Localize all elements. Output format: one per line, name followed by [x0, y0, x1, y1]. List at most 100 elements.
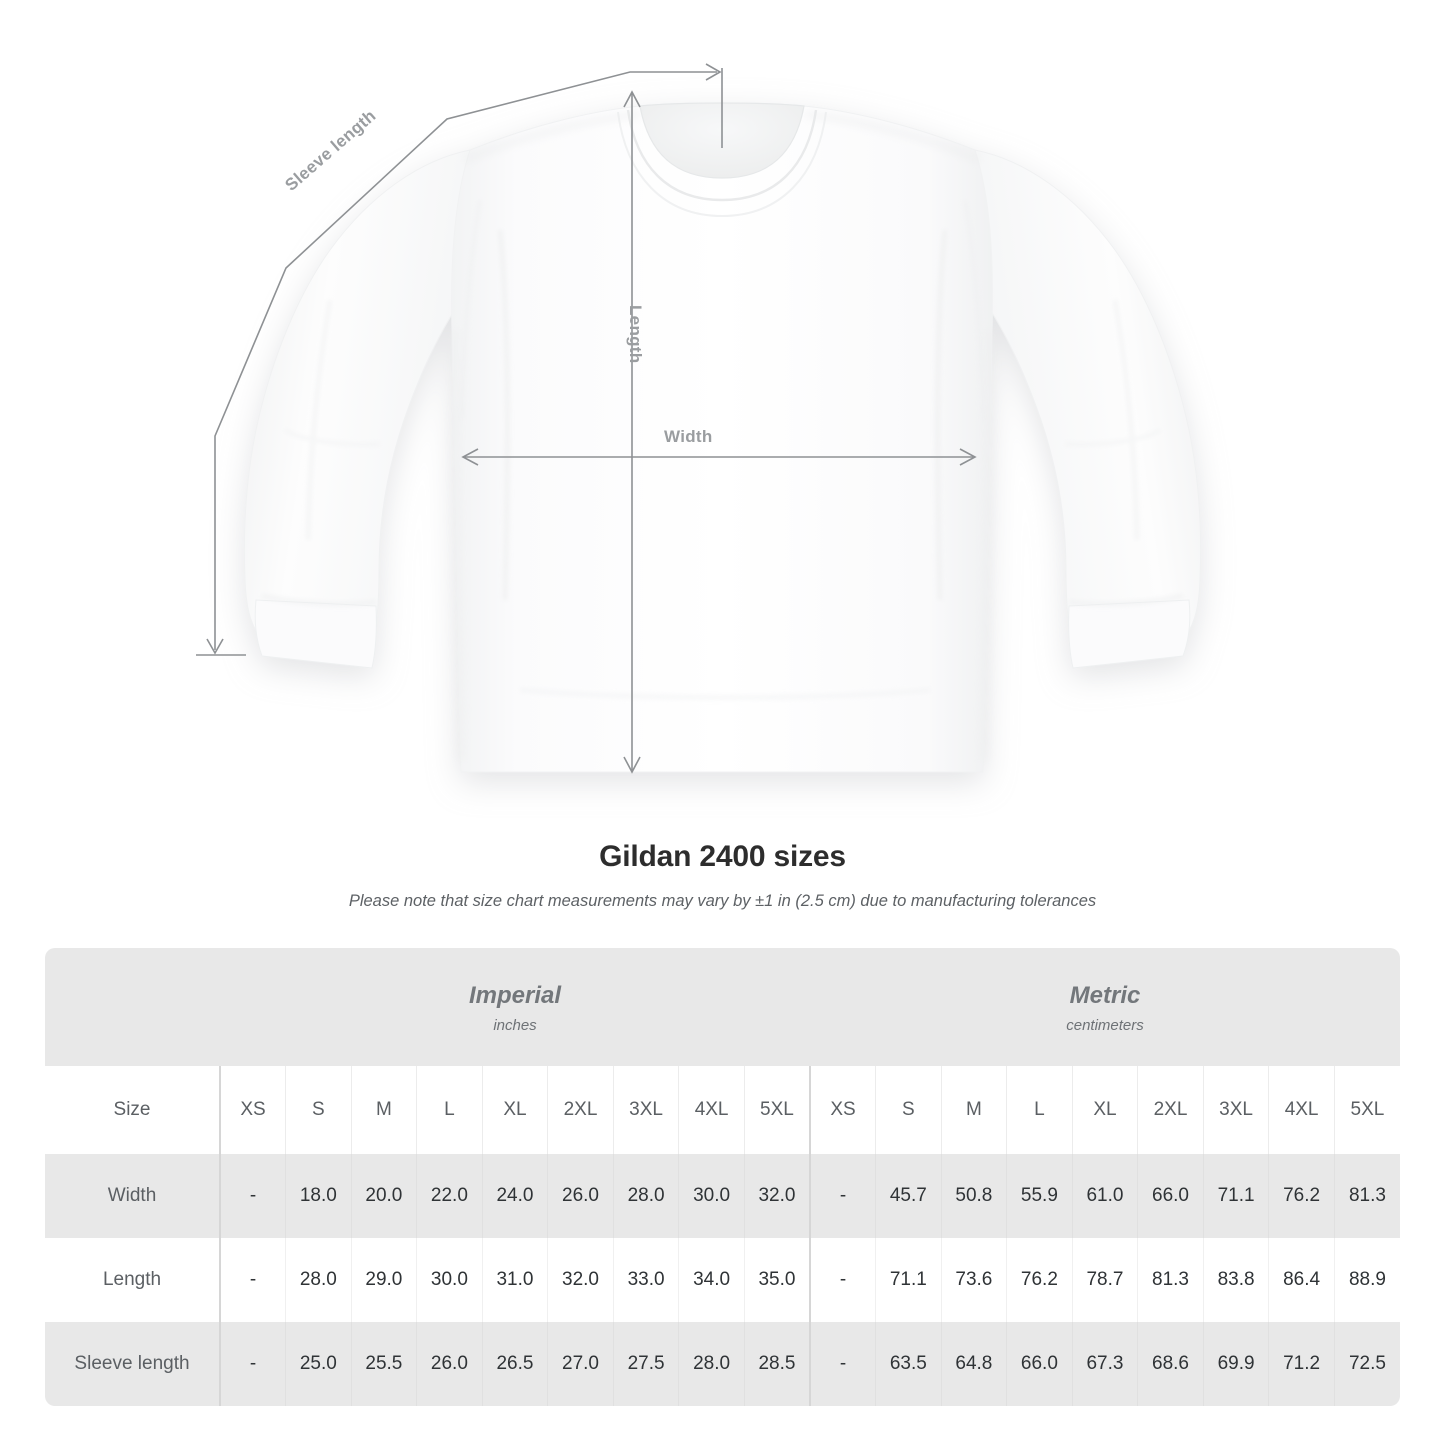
cell-value: - [810, 1238, 877, 1322]
cell-value: - [810, 1322, 877, 1406]
unit-group-name: Imperial [468, 981, 562, 1009]
table-row: Sleeve length -25.0 25.5 26.0 26.5 27.0 27.5 28… [45, 1322, 1400, 1406]
row-header-sleeve-length: Sleeve length [45, 1322, 221, 1406]
cell-value: 20.0 [351, 1154, 418, 1238]
size-header-metric-5xl: 5XL [1334, 1066, 1400, 1154]
cell-value: 25.0 [285, 1322, 352, 1406]
cell-value: 81.3 [1137, 1238, 1204, 1322]
unit-banner-row: Imperial inches Metric centimeters [45, 948, 1400, 1066]
cell-value: 76.2 [1268, 1154, 1335, 1238]
cell-value: - [220, 1238, 287, 1322]
cell-value: 26.0 [547, 1154, 614, 1238]
cell-value: 71.1 [875, 1238, 942, 1322]
width-label: Width [664, 427, 713, 446]
size-header-metric-4xl: 4XL [1268, 1066, 1335, 1154]
unit-group-sub: centimeters [1066, 1016, 1144, 1034]
cell-value: 71.1 [1203, 1154, 1270, 1238]
size-header-metric-2xl: 2XL [1137, 1066, 1204, 1154]
garment-diagram: Sleeve length Length Width [196, 63, 1202, 774]
cell-value: 55.9 [1006, 1154, 1073, 1238]
unit-group-metric: Metric centimeters [810, 948, 1400, 1066]
cell-value: 26.5 [482, 1322, 549, 1406]
cell-value: - [220, 1154, 287, 1238]
cell-value: 18.0 [285, 1154, 352, 1238]
page-title: Gildan 2400 sizes [599, 840, 846, 873]
cell-value: 61.0 [1072, 1154, 1139, 1238]
cell-value: 72.5 [1334, 1322, 1400, 1406]
size-chart-table-wrapper: Imperial inches Metric centimeters Size XS S M L… [45, 948, 1400, 1406]
cell-value: 50.8 [941, 1154, 1008, 1238]
cell-value: - [810, 1154, 877, 1238]
cell-value: 78.7 [1072, 1238, 1139, 1322]
table-row: Width -18.0 20.0 22.0 24.0 26.0 28.0 30.0 32.0-4… [45, 1154, 1400, 1238]
cell-value: 28.0 [613, 1154, 680, 1238]
cell-value: 28.5 [744, 1322, 811, 1406]
length-arrow-head-top [623, 90, 641, 108]
measurement-lines [196, 63, 977, 774]
cell-value: 26.0 [416, 1322, 483, 1406]
cell-value: 86.4 [1268, 1238, 1335, 1322]
cell-value: 69.9 [1203, 1322, 1270, 1406]
size-column-header: Size [45, 1066, 221, 1154]
cell-value: 66.0 [1137, 1154, 1204, 1238]
cell-value: 27.5 [613, 1322, 680, 1406]
cell-value: 31.0 [482, 1238, 549, 1322]
size-header-imperial-xl: XL [482, 1066, 549, 1154]
width-arrow-head-left [461, 448, 479, 466]
cell-value: 45.7 [875, 1154, 942, 1238]
size-header-imperial-xs: XS [220, 1066, 287, 1154]
size-header-metric-l: L [1006, 1066, 1073, 1154]
size-header-imperial-m: M [351, 1066, 418, 1154]
size-header-imperial-3xl: 3XL [613, 1066, 680, 1154]
size-header-imperial-l: L [416, 1066, 483, 1154]
cell-value: 81.3 [1334, 1154, 1400, 1238]
cell-value: 66.0 [1006, 1322, 1073, 1406]
cell-value: 25.5 [351, 1322, 418, 1406]
size-header-metric-s: S [875, 1066, 942, 1154]
size-header-metric-xl: XL [1072, 1066, 1139, 1154]
unit-group-sub: inches [493, 1016, 537, 1034]
cell-value: 64.8 [941, 1322, 1008, 1406]
cell-value: 35.0 [744, 1238, 811, 1322]
sleeve-arrow-head-bottom [206, 638, 224, 655]
unit-group-name: Metric [1069, 981, 1141, 1009]
size-header-imperial-2xl: 2XL [547, 1066, 614, 1154]
size-header-imperial-s: S [285, 1066, 352, 1154]
table-row: Length -28.0 29.0 30.0 31.0 32.0 33.0 34.0 35.0-… [45, 1238, 1400, 1322]
width-arrow-head-right [959, 448, 977, 466]
cell-value: 68.6 [1137, 1322, 1204, 1406]
size-header-metric-3xl: 3XL [1203, 1066, 1270, 1154]
unit-banner-spacer [45, 948, 220, 1066]
cell-value: 29.0 [351, 1238, 418, 1322]
size-chart-table: Imperial inches Metric centimeters Size XS S M L… [45, 948, 1400, 1406]
cell-value: 88.9 [1334, 1238, 1400, 1322]
length-arrow-head-bottom [623, 756, 641, 774]
cell-value: 28.0 [678, 1322, 745, 1406]
size-header-row: Size XS S M L XL 2XL 3XL 4XL 5XL XS S M L XL 2XL 3XL 4XL 5… [45, 1066, 1400, 1154]
cell-value: 63.5 [875, 1322, 942, 1406]
cell-value: 73.6 [941, 1238, 1008, 1322]
unit-group-imperial: Imperial inches [220, 948, 810, 1066]
cell-value: 30.0 [678, 1154, 745, 1238]
cell-value: 71.2 [1268, 1322, 1335, 1406]
title-block: Gildan 2400 sizes Please note that size … [0, 840, 1445, 911]
cell-value: 28.0 [285, 1238, 352, 1322]
cell-value: - [220, 1322, 287, 1406]
cell-value: 83.8 [1203, 1238, 1270, 1322]
page-subtitle: Please note that size chart measurements… [348, 892, 1097, 910]
cell-value: 24.0 [482, 1154, 549, 1238]
garment-illustration [243, 102, 1202, 773]
row-header-length: Length [45, 1238, 221, 1322]
cell-value: 30.0 [416, 1238, 483, 1322]
cell-value: 27.0 [547, 1322, 614, 1406]
size-header-metric-xs: XS [810, 1066, 877, 1154]
size-header-metric-m: M [941, 1066, 1008, 1154]
row-header-width: Width [45, 1154, 221, 1238]
sleeve-arrow-head-top [705, 63, 722, 81]
cell-value: 32.0 [744, 1154, 811, 1238]
cell-value: 34.0 [678, 1238, 745, 1322]
cell-value: 32.0 [547, 1238, 614, 1322]
cell-value: 76.2 [1006, 1238, 1073, 1322]
sleeve-length-line [214, 71, 717, 650]
cell-value: 22.0 [416, 1154, 483, 1238]
